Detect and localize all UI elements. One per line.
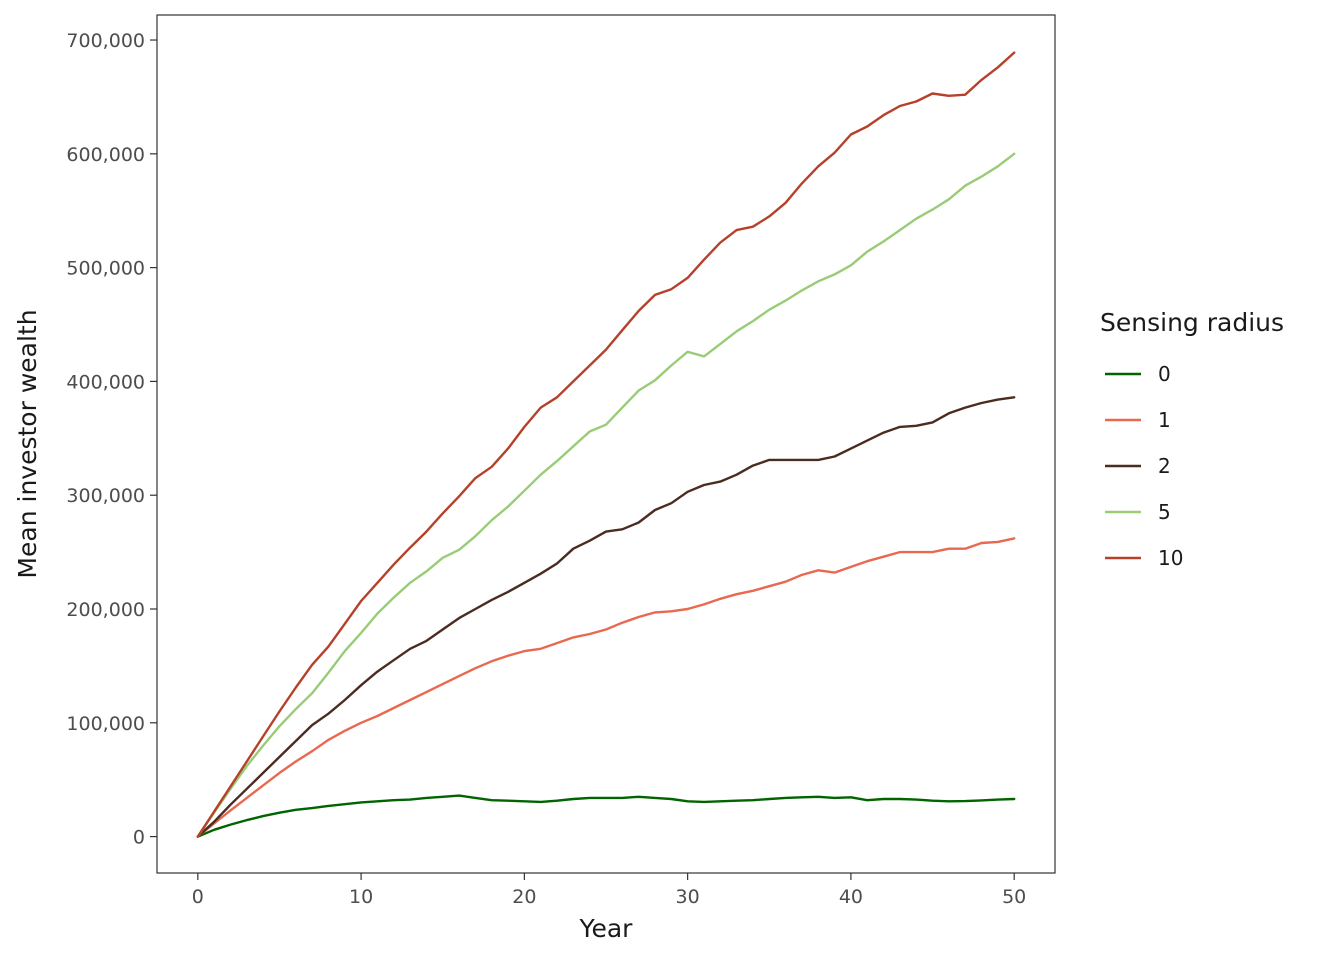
y-tick-label: 300,000 (66, 485, 145, 507)
legend-label: 1 (1158, 408, 1171, 432)
x-tick-label: 0 (192, 886, 204, 908)
legend-items: 0 1 2 5 10 (1105, 362, 1183, 570)
series-line-1 (196, 537, 1016, 838)
plot-panel-border (156, 14, 1056, 874)
legend: Sensing radius 0 1 2 5 10 (1100, 308, 1284, 570)
y-axis: 0 100,000 200,000 300,000 400,000 500,000 600,… (66, 30, 157, 849)
legend-item-2: 2 (1105, 454, 1171, 478)
legend-label: 5 (1158, 500, 1171, 524)
x-axis-title: Year (579, 914, 634, 943)
series-lines (196, 51, 1016, 838)
y-tick-label: 600,000 (66, 144, 145, 166)
legend-item-1: 1 (1105, 408, 1171, 432)
x-tick-label: 40 (839, 886, 863, 908)
series-line-2 (196, 396, 1016, 838)
y-tick-label: 700,000 (66, 30, 145, 52)
legend-label: 2 (1158, 454, 1171, 478)
series-line-0 (196, 794, 1016, 838)
x-tick-label: 20 (512, 886, 536, 908)
y-tick-label: 0 (133, 827, 145, 849)
legend-label: 10 (1158, 546, 1183, 570)
x-axis: 0 10 20 30 40 50 (192, 873, 1026, 908)
y-axis-title: Mean investor wealth (13, 309, 42, 578)
legend-title: Sensing radius (1100, 308, 1284, 337)
x-tick-label: 50 (1002, 886, 1026, 908)
legend-item-0: 0 (1105, 362, 1171, 386)
legend-item-5: 5 (1105, 500, 1171, 524)
legend-item-10: 10 (1105, 546, 1183, 570)
y-tick-label: 100,000 (66, 713, 145, 735)
series-line-5 (196, 152, 1016, 838)
y-tick-label: 400,000 (66, 371, 145, 393)
y-tick-label: 500,000 (66, 258, 145, 280)
x-tick-label: 10 (349, 886, 373, 908)
x-tick-label: 30 (676, 886, 700, 908)
y-tick-label: 200,000 (66, 599, 145, 621)
series-line-10 (196, 51, 1016, 838)
legend-label: 0 (1158, 362, 1171, 386)
